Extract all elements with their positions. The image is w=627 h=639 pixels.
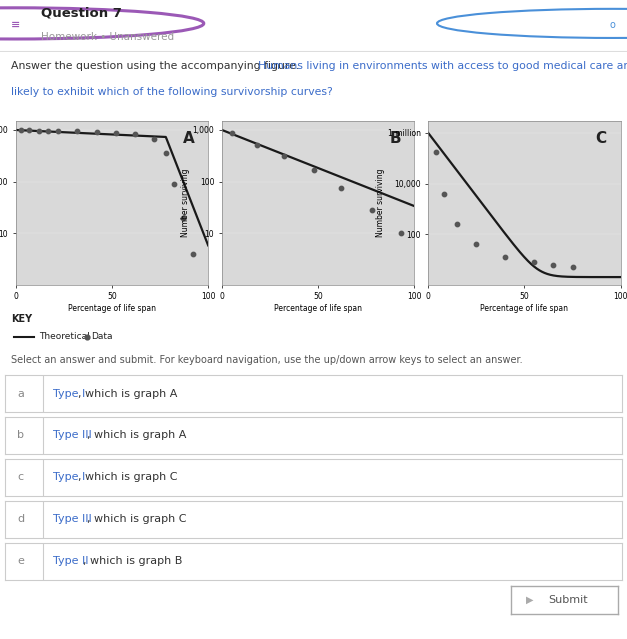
Text: Unanswered • 2 attempts left: Unanswered • 2 attempts left — [11, 594, 209, 606]
Point — [278, 151, 288, 161]
Point — [472, 239, 482, 249]
Text: a: a — [17, 389, 24, 399]
Point — [161, 148, 171, 158]
Text: Homework • Unanswered: Homework • Unanswered — [41, 33, 174, 42]
Text: A: A — [183, 131, 195, 146]
Point — [178, 213, 188, 223]
Point — [43, 126, 53, 136]
Text: Submit: Submit — [548, 595, 588, 605]
Text: ≡: ≡ — [11, 20, 20, 30]
Point — [72, 127, 82, 137]
Text: Data: Data — [92, 332, 113, 341]
Point — [367, 205, 377, 215]
Point — [500, 252, 510, 263]
Point — [396, 228, 406, 238]
Point — [309, 165, 319, 175]
Point — [169, 179, 179, 189]
Text: , which is graph C: , which is graph C — [78, 472, 178, 482]
Y-axis label: Number surviving: Number surviving — [181, 169, 190, 237]
Point — [92, 127, 102, 137]
Point — [130, 129, 140, 139]
Point — [226, 128, 236, 138]
Point — [549, 260, 559, 270]
Text: Type I: Type I — [53, 472, 85, 482]
X-axis label: Percentage of life span: Percentage of life span — [480, 304, 569, 313]
Point — [529, 257, 539, 267]
Point — [439, 189, 449, 199]
Text: B: B — [389, 131, 401, 146]
Text: , which is graph C: , which is graph C — [87, 514, 186, 525]
Text: likely to exhibit which of the following survivorship curves?: likely to exhibit which of the following… — [11, 87, 333, 97]
Point — [82, 332, 92, 342]
Text: ▶: ▶ — [527, 595, 534, 605]
Text: b: b — [17, 431, 24, 440]
X-axis label: Percentage of life span: Percentage of life span — [274, 304, 362, 313]
Point — [187, 249, 198, 259]
Text: e: e — [17, 557, 24, 567]
Text: Question 7: Question 7 — [41, 6, 122, 20]
Point — [251, 139, 261, 150]
Text: Type II: Type II — [53, 557, 88, 567]
Text: Humans living in environments with access to good medical care are most: Humans living in environments with acces… — [258, 61, 627, 71]
Point — [567, 262, 577, 272]
X-axis label: Percentage of life span: Percentage of life span — [68, 304, 156, 313]
Text: Type III: Type III — [53, 514, 92, 525]
Point — [34, 125, 44, 135]
Text: C: C — [596, 131, 607, 146]
Point — [24, 125, 34, 135]
Text: Type III: Type III — [53, 431, 92, 440]
Point — [111, 128, 121, 138]
Text: Type I: Type I — [53, 389, 85, 399]
Point — [336, 183, 346, 193]
Y-axis label: Number surviving: Number surviving — [376, 169, 385, 237]
Text: Answer the question using the accompanying figure.: Answer the question using the accompanyi… — [11, 61, 303, 71]
Point — [431, 147, 441, 157]
Point — [452, 219, 462, 229]
Text: , which is graph A: , which is graph A — [87, 431, 186, 440]
Text: o: o — [609, 20, 616, 30]
Text: , which is graph A: , which is graph A — [78, 389, 177, 399]
Point — [16, 125, 26, 135]
Text: Theoretical: Theoretical — [39, 332, 90, 341]
Text: KEY: KEY — [11, 314, 33, 324]
Text: , which is graph B: , which is graph B — [83, 557, 182, 567]
Text: d: d — [17, 514, 24, 525]
Point — [149, 134, 159, 144]
Text: Select an answer and submit. For keyboard navigation, use the up/down arrow keys: Select an answer and submit. For keyboar… — [11, 355, 523, 365]
Point — [53, 126, 63, 136]
Text: c: c — [18, 472, 23, 482]
